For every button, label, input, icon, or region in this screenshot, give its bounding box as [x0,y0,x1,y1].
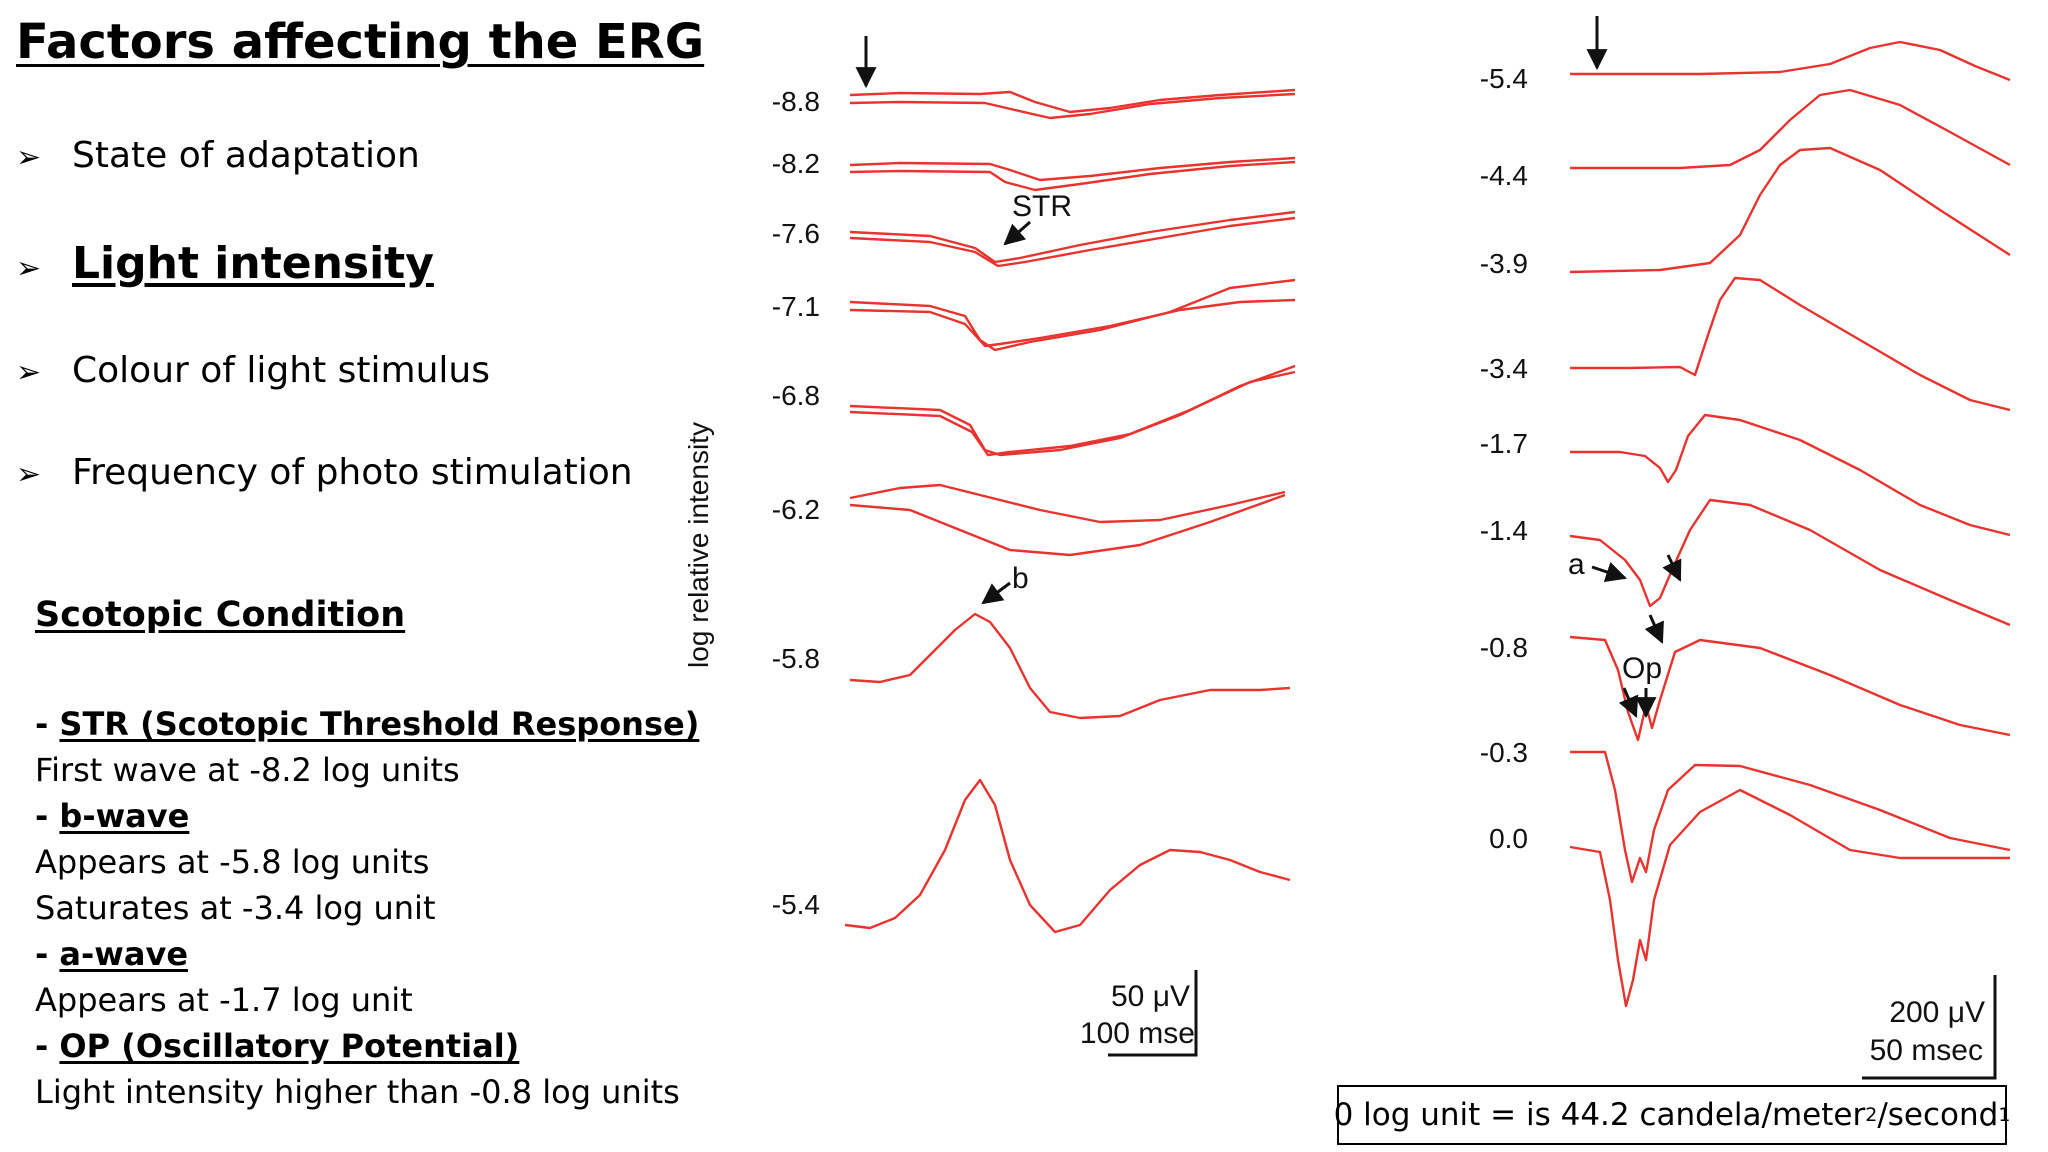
right-scale-bar [1862,975,1997,1080]
footnote-sup: 2 [1865,1104,1878,1126]
erg-trace [849,298,1296,348]
erg-trace [1570,750,2011,884]
intensity-label: -0.3 [1480,737,1528,768]
footnote-middle: /second [1877,1097,1999,1133]
erg-trace [1569,498,2011,627]
op-annotation-label: Op [1622,652,1662,685]
erg-trace [1570,40,2011,82]
arrowhead-bullet-icon: ➢ [16,355,42,390]
left-scale-time: 100 mse [1080,1017,1195,1050]
note-label-b-wave: - b-wave [35,797,190,835]
erg-trace [1569,635,2011,742]
str-annotation-label: STR [1012,190,1072,223]
left-scale-amplitude: 50 μV [1111,980,1190,1013]
erg-trace [849,92,1296,120]
intensity-label: -8.2 [772,148,820,179]
intensity-label: -7.6 [772,218,820,249]
bullet-text: Frequency of photo stimulation [72,452,633,493]
erg-trace [849,210,1296,264]
right-traces [1569,40,2011,1008]
erg-trace [849,370,1296,457]
intensity-label: -0.8 [1480,632,1528,663]
bullet-colour-of-light: ➢ Colour of light stimulus [16,350,490,391]
right-scale-time: 50 msec [1870,1034,1983,1067]
slide-title: Factors affecting the ERG [16,14,705,70]
erg-trace [1570,413,2011,537]
left-panel: log relative intensity -8.8 -8.2 -7.6 -7… [683,36,1296,1057]
a-annotation-label: a [1568,548,1585,581]
a-arrow-icon [1591,562,1627,582]
erg-trace [849,364,1296,457]
note-line: First wave at -8.2 log units [35,751,460,789]
erg-trace [844,778,1291,934]
op-arrow-icon [1618,687,1639,718]
b-wave-arrow-icon [1662,554,1682,582]
log-unit-definition: 0 log unit = is 44.2 candela/meter 2/seco… [1333,1085,2011,1145]
b-arrow-icon [981,581,1011,605]
str-arrow-icon [1003,220,1031,246]
erg-trace [849,483,1286,524]
scotopic-notes: Scotopic Condition - STR (Scotopic Thres… [35,595,715,1115]
erg-trace [849,493,1286,557]
bullet-text: Colour of light stimulus [72,350,490,391]
intensity-label: -1.7 [1480,428,1528,459]
footnote-sup: 1 [1998,1104,2011,1126]
erg-trace [849,88,1296,114]
notes-heading: Scotopic Condition [35,595,406,635]
intensity-label: -5.4 [1480,63,1528,94]
intensity-label: -4.4 [1480,160,1528,191]
intensity-label: -5.8 [772,643,820,674]
footnote-prefix: 0 log unit = is 44.2 candela/meter [1333,1097,1866,1133]
b-annotation-label: b [1012,562,1029,595]
intensity-label: -3.4 [1480,353,1528,384]
erg-trace [1569,146,2011,274]
intensity-label: -7.1 [772,291,820,322]
arrowhead-bullet-icon: ➢ [16,251,42,286]
note-line: Saturates at -3.4 log unit [35,889,436,927]
erg-trace [849,612,1291,720]
right-panel: -5.4 -4.4 -3.9 -3.4 -1.7 -1.4 -0.8 -0.3 … [1480,16,2011,1080]
left-traces [844,88,1296,934]
intensity-label: -5.4 [772,889,820,920]
intensity-label: -8.8 [772,86,820,117]
note-line: Appears at -1.7 log unit [35,981,413,1019]
intensity-label: -1.4 [1480,515,1528,546]
erg-trace [849,156,1296,182]
intensity-label: 0.0 [1489,823,1528,854]
y-axis-label: log relative intensity [683,422,714,668]
bullet-text: State of adaptation [72,135,420,176]
erg-trace [849,160,1296,192]
erg-trace [1569,788,2010,1008]
bullet-text: Light intensity [72,238,434,289]
note-label-str: - STR (Scotopic Threshold Response) [35,705,700,743]
erg-trace [849,278,1296,352]
erg-trace [1570,88,2011,170]
note-label-op: - OP (Oscillatory Potential) [35,1027,520,1065]
arrowhead-bullet-icon: ➢ [16,457,42,492]
note-line: Light intensity higher than -0.8 log uni… [35,1073,680,1111]
op-arrow-icon [1644,614,1664,644]
arrowhead-bullet-icon: ➢ [16,140,42,175]
bullet-frequency: ➢ Frequency of photo stimulation [16,452,633,493]
bullet-state-of-adaptation: ➢ State of adaptation [16,135,420,176]
note-line: Appears at -5.8 log units [35,843,430,881]
note-label-a-wave: - a-wave [35,935,189,973]
erg-trace [849,216,1296,268]
erg-trace [1570,276,2011,412]
left-scale-bar [1108,970,1198,1057]
intensity-label: -6.2 [772,494,820,525]
bullet-light-intensity: ➢ Light intensity [16,238,434,289]
intensity-label: -6.8 [772,380,820,411]
right-scale-amplitude: 200 μV [1889,996,1985,1029]
intensity-label: -3.9 [1480,248,1528,279]
